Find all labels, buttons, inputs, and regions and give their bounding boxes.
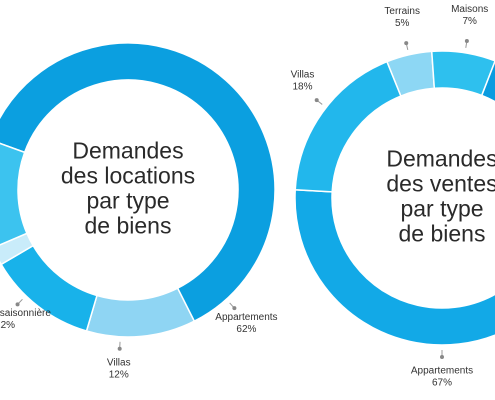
donut-segment: [294, 189, 495, 346]
leader-dot: [440, 355, 444, 359]
segment-value-label: 7%: [462, 16, 477, 27]
segment-label: Location saisonnière: [0, 308, 51, 319]
donut-segment: [294, 60, 402, 193]
center-title: des ventes: [386, 171, 495, 197]
donut-segment: [0, 142, 28, 246]
segment-value-label: 12%: [109, 369, 129, 380]
segment-value-label: 67%: [432, 378, 452, 389]
donut-segment: [0, 42, 276, 323]
center-title: des locations: [61, 163, 195, 189]
segment-label: Maisons: [451, 4, 488, 15]
center-title: de biens: [399, 221, 486, 247]
segment-label: Villas: [107, 357, 131, 368]
segment-value-label: 12%: [0, 320, 15, 331]
leader-dot: [404, 41, 409, 46]
leader-dot: [314, 98, 319, 103]
center-title: Demandes: [386, 146, 495, 172]
center-title: par type: [400, 196, 483, 222]
segment-label: Appartements: [411, 366, 473, 377]
donut-segment: [480, 59, 495, 103]
leader-dot: [117, 346, 122, 351]
leader-dot: [15, 302, 20, 307]
donut-segment: [85, 287, 196, 338]
segment-value-label: 5%: [395, 18, 410, 29]
center-title: par type: [86, 188, 169, 214]
segment-label: Appartements: [215, 312, 277, 323]
center-title: de biens: [85, 213, 172, 239]
center-title: Demandes: [72, 138, 183, 164]
segment-label: Villas: [291, 70, 315, 81]
segment-value-label: 62%: [236, 324, 256, 335]
segment-label: Terrains: [384, 6, 420, 17]
leader-dot: [232, 306, 237, 311]
leader-dot: [464, 38, 469, 43]
segment-value-label: 18%: [293, 82, 313, 93]
